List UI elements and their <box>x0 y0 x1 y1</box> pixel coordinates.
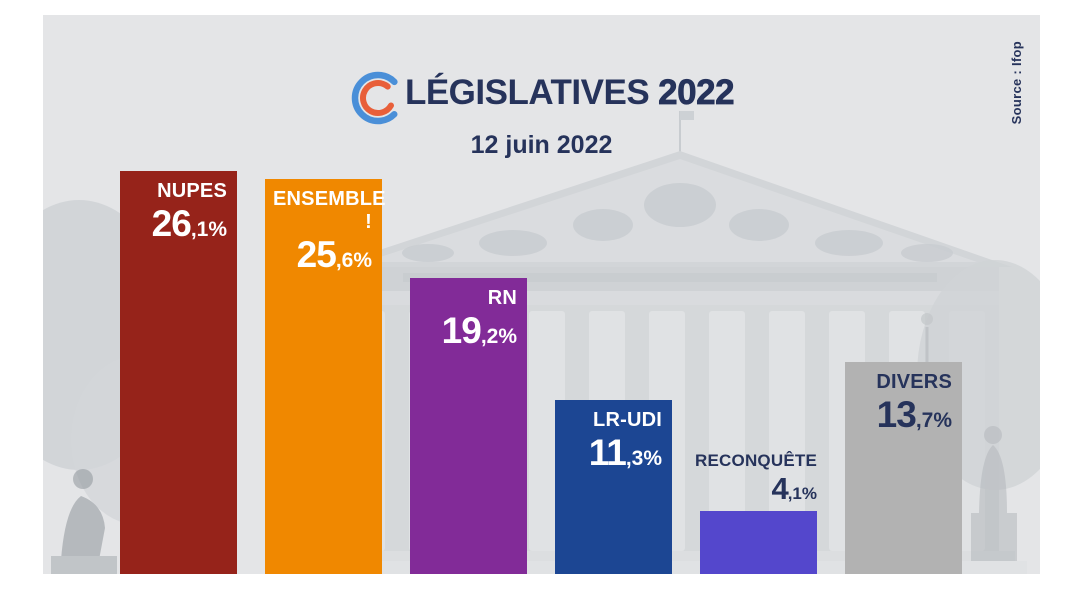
value-integer: 13 <box>876 394 917 435</box>
value-label: 26,1% <box>128 203 227 244</box>
value-integer: 11 <box>588 432 627 473</box>
bar-label-divers: DIVERS 13,7% <box>853 371 952 435</box>
bar-nupes: NUPES 26,1% <box>120 171 237 574</box>
value-label: 25,6% <box>273 234 372 275</box>
value-label: 4,1% <box>695 470 817 506</box>
value-decimal: ,3% <box>625 447 662 470</box>
photo-panel: LÉGISLATIVES 2022 12 juin 2022 Source : I… <box>43 15 1040 574</box>
bar-rn: RN 19,2% <box>410 278 527 574</box>
bar-lr-udi: LR-UDI 11,3% <box>555 400 672 574</box>
bar-label-nupes: NUPES 26,1% <box>128 180 227 244</box>
value-label: 13,7% <box>853 394 952 435</box>
value-label: 19,2% <box>418 310 517 351</box>
header: LÉGISLATIVES 2022 12 juin 2022 <box>43 59 1040 160</box>
bar-label-rn: RN 19,2% <box>418 287 517 351</box>
bar-label-reconquete: RECONQUÊTE 4,1% <box>695 451 817 511</box>
value-decimal: ,1% <box>190 218 227 241</box>
category-name: DIVERS <box>876 371 952 393</box>
value-integer: 19 <box>441 310 482 351</box>
title-year: 2022 <box>658 72 735 112</box>
value-integer: 4 <box>771 470 788 506</box>
bar-ensemble: ENSEMBLE ! 25,6% <box>265 179 386 574</box>
category-name: NUPES <box>157 180 227 202</box>
bar-reconquete: RECONQUÊTE 4,1% <box>695 451 817 574</box>
source-credit: Source : Ifop <box>1009 41 1024 125</box>
title-row: LÉGISLATIVES 2022 <box>349 59 735 127</box>
election-rings-logo-icon <box>351 71 405 125</box>
value-decimal: ,1% <box>787 483 817 503</box>
subtitle-date: 12 juin 2022 <box>470 131 613 159</box>
bar-divers: DIVERS 13,7% <box>845 362 962 574</box>
title-main: LÉGISLATIVES <box>404 72 650 112</box>
value-integer: 25 <box>296 234 337 275</box>
value-decimal: ,7% <box>915 409 952 432</box>
category-name: LR-UDI <box>593 409 662 431</box>
category-name: ENSEMBLE ! <box>273 188 386 233</box>
bar-label-ensemble: ENSEMBLE ! 25,6% <box>273 188 386 275</box>
page-title: LÉGISLATIVES 2022 <box>404 72 735 113</box>
category-name: RECONQUÊTE <box>695 451 817 471</box>
bar-chart: NUPES 26,1% ENSEMBLE ! 25,6% RN 19,2% LR-UDI 11… <box>43 15 1040 574</box>
value-decimal: ,2% <box>480 325 517 348</box>
category-name: RN <box>487 287 517 309</box>
value-integer: 26 <box>151 203 192 244</box>
bar-label-lr-udi: LR-UDI 11,3% <box>563 409 662 473</box>
value-decimal: ,6% <box>335 249 372 272</box>
value-label: 11,3% <box>563 432 662 473</box>
